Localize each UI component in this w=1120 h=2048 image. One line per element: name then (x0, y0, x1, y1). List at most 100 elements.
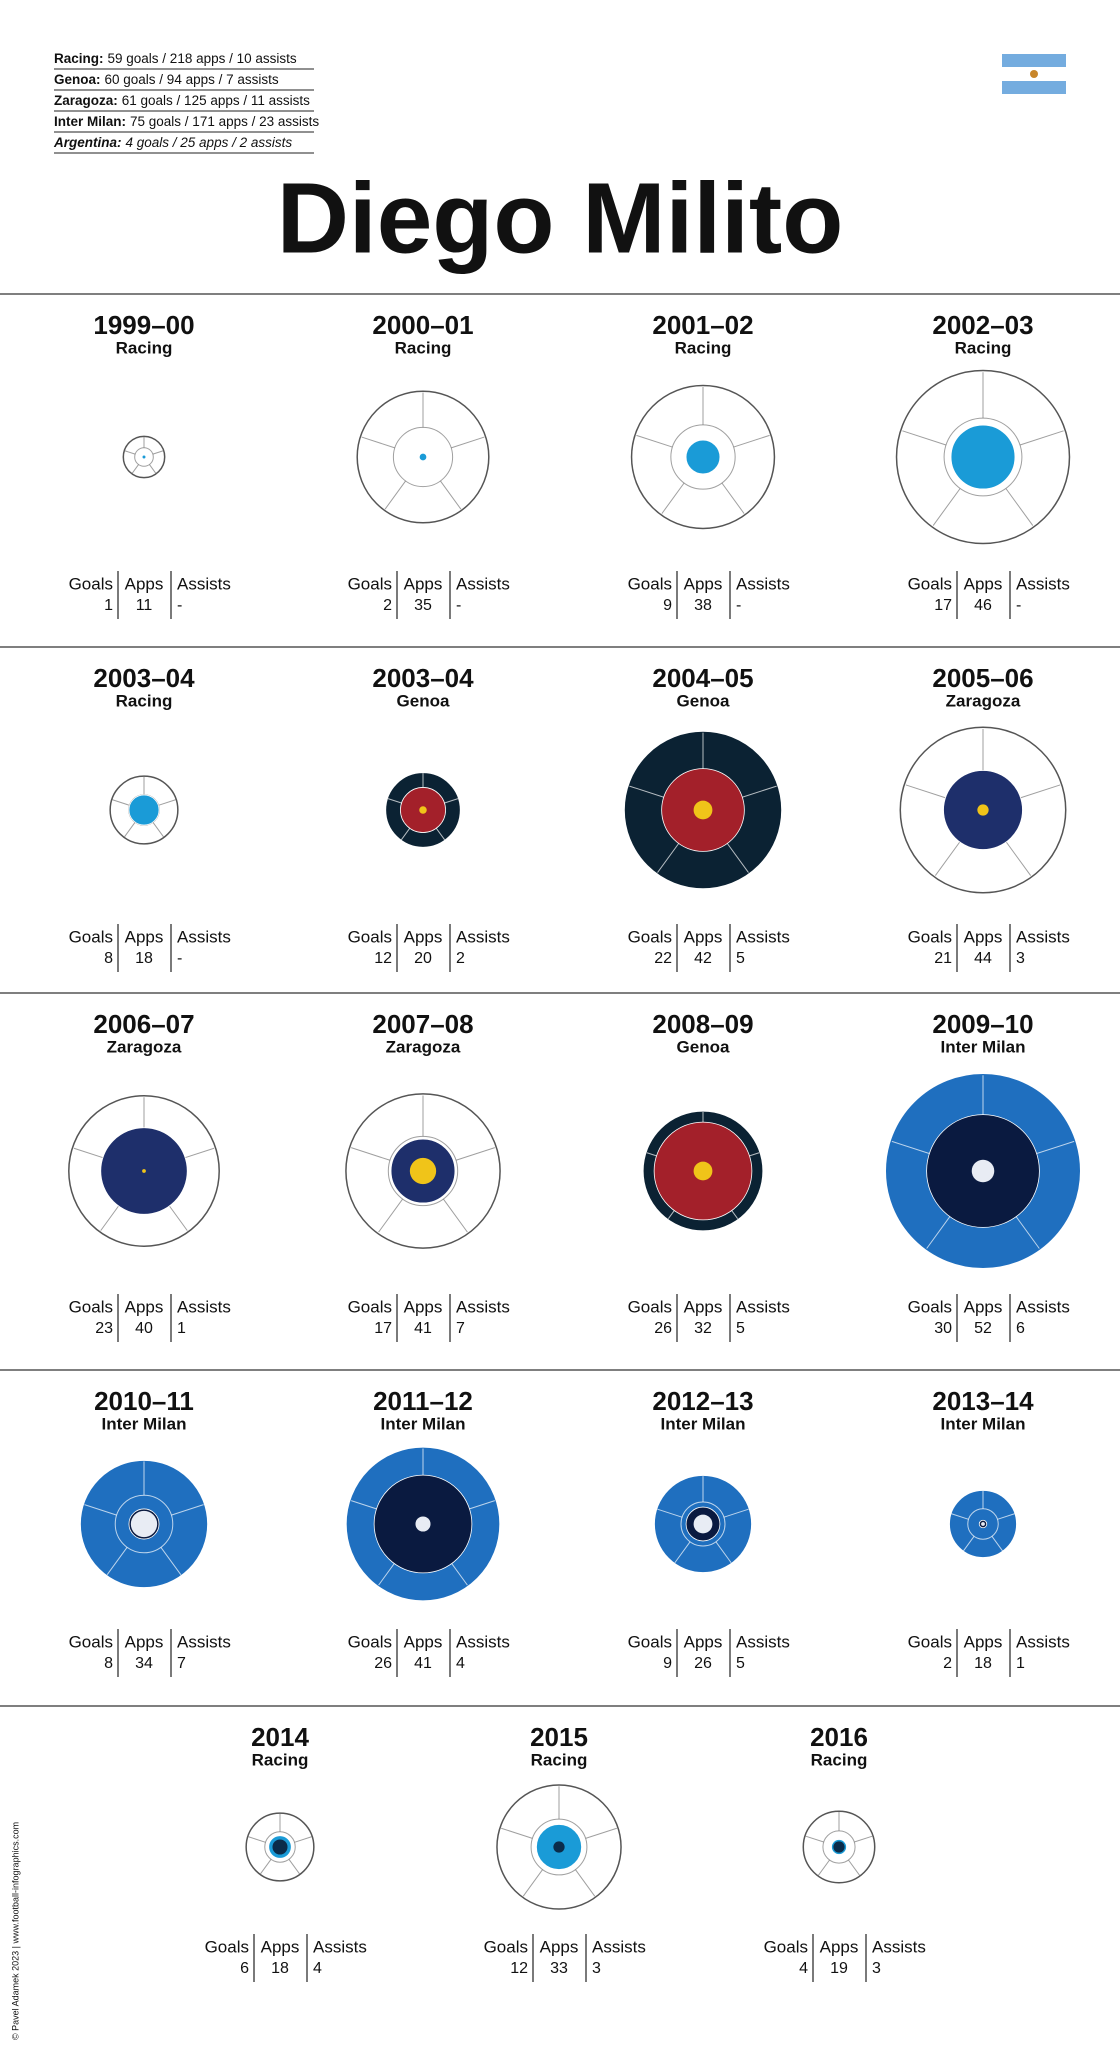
label-goals: Goals (628, 1297, 672, 1316)
season-club: Genoa (677, 1037, 730, 1056)
value-goals: 12 (374, 950, 392, 967)
ball-seam (384, 480, 407, 510)
label-apps: Apps (125, 1632, 164, 1651)
value-assists: 5 (736, 1655, 745, 1672)
season-club: Inter Milan (940, 1037, 1025, 1056)
season-club: Racing (955, 338, 1012, 357)
season-year: 1999–00 (93, 310, 194, 340)
ball-seam (636, 434, 673, 448)
ball-seam (902, 430, 947, 446)
label-assists: Assists (177, 1632, 231, 1651)
label-assists: Assists (177, 927, 231, 946)
ball-assists (409, 1157, 437, 1185)
ball-ring (114, 1494, 174, 1554)
ball-seam (723, 1508, 749, 1518)
label-assists: Assists (456, 1632, 510, 1651)
label-apps: Apps (964, 927, 1003, 946)
ball-seam (439, 480, 462, 510)
value-goals: 17 (934, 597, 952, 614)
ball-seam (106, 1546, 128, 1575)
season-club: Inter Milan (940, 1414, 1025, 1433)
ball-seam (152, 450, 164, 455)
ball-assists (833, 1841, 845, 1853)
value-apps: 18 (271, 1960, 289, 1977)
label-apps: Apps (964, 1297, 1003, 1316)
value-apps: 33 (550, 1960, 568, 1977)
value-goals: 30 (934, 1320, 952, 1337)
season-year: 2003–04 (93, 663, 195, 693)
value-apps: 44 (974, 950, 992, 967)
value-goals: 12 (510, 1960, 528, 1977)
season-year: 2004–05 (652, 663, 753, 693)
summary-line: Genoa: 60 goals / 94 apps / 7 assists (54, 72, 279, 87)
label-assists: Assists (456, 1297, 510, 1316)
value-apps: 19 (830, 1960, 848, 1977)
label-goals: Goals (205, 1937, 249, 1956)
value-apps: 26 (694, 1655, 712, 1672)
ball-ring (822, 1830, 856, 1864)
value-apps: 38 (694, 597, 712, 614)
summary-text: 60 goals / 94 apps / 7 assists (105, 72, 279, 87)
season-year: 2009–10 (932, 1009, 1033, 1039)
label-assists: Assists (736, 1632, 790, 1651)
summary-line: Zaragoza: 61 goals / 125 apps / 11 assist… (54, 93, 310, 108)
ball-seam (248, 1836, 266, 1843)
season-club: Racing (252, 1750, 309, 1769)
ball-seam (733, 434, 770, 448)
season-year: 2007–08 (372, 1009, 473, 1039)
summary-text: 59 goals / 218 apps / 10 assists (108, 51, 297, 66)
label-assists: Assists (313, 1937, 367, 1956)
value-assists: 5 (736, 950, 745, 967)
ball-seam (723, 838, 749, 873)
ball-seam (721, 482, 745, 514)
label-assists: Assists (736, 927, 790, 946)
ball-assists (553, 1841, 565, 1853)
label-goals: Goals (69, 927, 113, 946)
summary-club: Racing: (54, 51, 104, 66)
ball-seam (715, 1541, 732, 1564)
season-club: Racing (395, 338, 452, 357)
label-goals: Goals (69, 1632, 113, 1651)
ball-seam (848, 1859, 860, 1876)
value-assists: 5 (736, 1320, 745, 1337)
value-goals: 22 (654, 950, 672, 967)
value-assists: 7 (177, 1655, 186, 1672)
summary-club: Argentina: (53, 135, 122, 150)
season-club: Racing (675, 338, 732, 357)
label-assists: Assists (1016, 1632, 1070, 1651)
value-apps: 18 (135, 950, 153, 967)
label-goals: Goals (628, 574, 672, 593)
ball-seam (736, 785, 777, 800)
summary-club: Genoa: (54, 72, 101, 87)
season-year: 2001–02 (652, 310, 753, 340)
label-goals: Goals (908, 1297, 952, 1316)
label-apps: Apps (540, 1937, 579, 1956)
season-year: 2016 (810, 1722, 868, 1752)
ball-seam (501, 1827, 533, 1839)
value-assists: - (736, 597, 741, 614)
value-goals: 9 (663, 1655, 672, 1672)
label-assists: Assists (1016, 1297, 1070, 1316)
label-assists: Assists (1016, 574, 1070, 593)
ball-seam (294, 1836, 312, 1843)
ball-seam (442, 1198, 468, 1233)
value-assists: 4 (313, 1960, 322, 1977)
ball-seam (124, 822, 136, 838)
label-goals: Goals (348, 1632, 392, 1651)
season-club: Racing (116, 691, 173, 710)
ball-seam (158, 799, 176, 806)
value-goals: 23 (95, 1320, 113, 1337)
ball-seam (288, 1859, 300, 1875)
ball-assists (977, 804, 989, 816)
label-assists: Assists (177, 1297, 231, 1316)
value-apps: 41 (414, 1320, 432, 1337)
ball-assists (419, 806, 427, 814)
ball-goals (128, 794, 160, 826)
